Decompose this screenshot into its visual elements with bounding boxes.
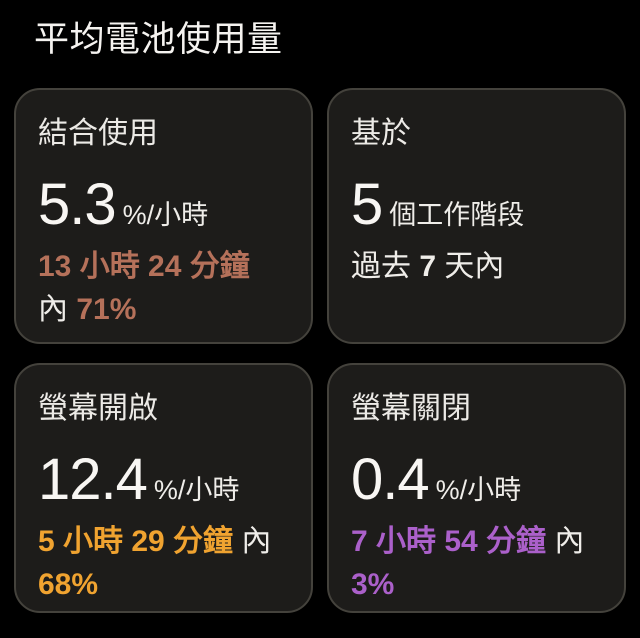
period-line: 過去 7 天內 [351,245,602,288]
percent-highlight: 71% [76,293,137,326]
detail-plain: 內 [241,525,272,558]
percent-highlight: 3% [351,568,395,601]
card-screen-off: 螢幕關閉 0.4 %/小時 7 小時 54 分鐘 內 3% [327,363,626,613]
usage-rate: 0.4 %/小時 [351,447,602,513]
detail-plain: 內 [554,525,585,558]
battery-usage-cards: 結合使用 5.3 %/小時 13 小時 24 分鐘 內 71% 基於 5 個工作… [14,88,626,613]
duration-highlight: 7 小時 54 分鐘 [351,525,547,558]
card-label: 螢幕關閉 [351,392,471,425]
percent-line: 3% [351,563,602,606]
rate-unit: %/小時 [153,475,240,505]
duration-line: 5 小時 29 分鐘 內 [38,520,289,563]
card-combined-usage: 結合使用 5.3 %/小時 13 小時 24 分鐘 內 71% [14,88,313,344]
usage-detail: 7 小時 54 分鐘 內 3% [351,520,602,606]
card-label: 螢幕開啟 [38,392,158,425]
percent-line: 內 71% [38,288,289,331]
count-value: 5 [351,172,383,237]
duration-line: 13 小時 24 分鐘 [38,245,289,288]
rate-unit: %/小時 [435,475,522,505]
rate-unit: %/小時 [122,200,209,230]
card-label: 結合使用 [38,117,158,150]
detail-plain: 內 [38,293,68,326]
session-count: 5 個工作階段 [351,172,602,238]
usage-detail: 13 小時 24 分鐘 內 71% [38,245,289,331]
period-prefix: 過去 [351,250,411,283]
count-unit: 個工作階段 [389,200,525,230]
duration-highlight: 5 小時 29 分鐘 [38,525,234,558]
page-title: 平均電池使用量 [34,20,283,59]
card-based-on-sessions: 基於 5 個工作階段 過去 7 天內 [327,88,626,344]
period-suffix: 天內 [444,250,505,283]
duration-highlight: 13 小時 24 分鐘 [38,250,250,283]
card-label: 基於 [351,117,411,150]
duration-line: 7 小時 54 分鐘 內 [351,520,602,563]
percent-line: 68% [38,563,289,606]
rate-value: 0.4 [351,447,430,512]
rate-value: 5.3 [38,172,117,237]
session-period: 過去 7 天內 [351,245,602,288]
usage-detail: 5 小時 29 分鐘 內 68% [38,520,289,606]
usage-rate: 12.4 %/小時 [38,447,289,513]
usage-rate: 5.3 %/小時 [38,172,289,238]
period-days: 7 [419,250,437,283]
percent-highlight: 68% [38,568,99,601]
rate-value: 12.4 [38,447,148,512]
card-screen-on: 螢幕開啟 12.4 %/小時 5 小時 29 分鐘 內 68% [14,363,313,613]
